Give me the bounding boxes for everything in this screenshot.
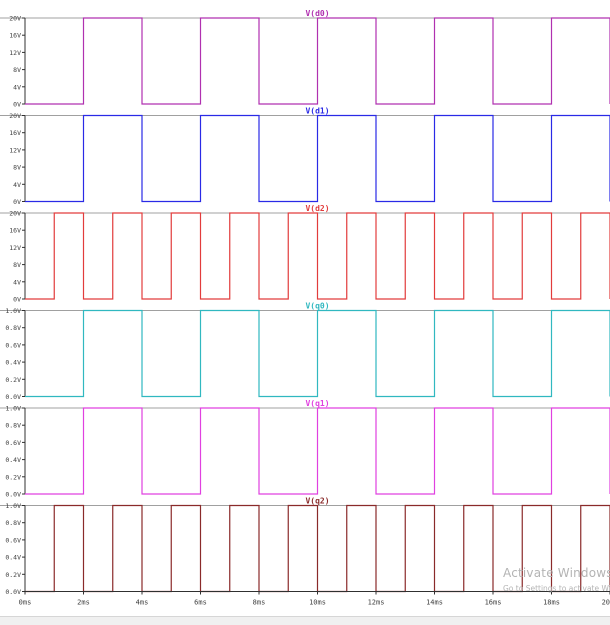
y-tick-label-vq1: 0.8V xyxy=(5,422,21,430)
waveform-vq0 xyxy=(25,309,610,398)
x-tick-label: 4ms xyxy=(136,599,149,607)
y-tick-label-vq2: 0.2V xyxy=(5,571,21,579)
x-tick-label: 0ms xyxy=(19,599,32,607)
x-tick-label: 14ms xyxy=(426,599,443,607)
y-tick-label-vq2: 0.8V xyxy=(5,519,21,527)
y-tick-label-vq2: 1.0V xyxy=(5,502,21,510)
x-tick-label: 8ms xyxy=(253,599,266,607)
trace-label-vd0: V(d0) xyxy=(305,9,329,18)
y-tick-label-vd1: 20V xyxy=(9,112,21,120)
y-tick-label-vq0: 1.0V xyxy=(5,307,21,315)
y-tick-label-vd1: 8V xyxy=(13,164,21,172)
y-tick-label-vq2: 0.4V xyxy=(5,554,21,562)
y-tick-label-vq1: 1.0V xyxy=(5,405,21,413)
x-tick-label: 12ms xyxy=(368,599,385,607)
waveform-vd1 xyxy=(25,114,610,203)
waveform-vd2 xyxy=(25,212,610,300)
x-tick-label: 6ms xyxy=(194,599,207,607)
y-tick-label-vq0: 0.2V xyxy=(5,376,21,384)
y-tick-label-vd2: 20V xyxy=(9,210,21,218)
waveform-vq2 xyxy=(25,504,610,593)
y-tick-label-vq0: 0.4V xyxy=(5,359,21,367)
y-tick-label-vq0: 0.6V xyxy=(5,341,21,349)
trace-label-vq2: V(q2) xyxy=(305,497,329,506)
y-tick-label-vd0: 20V xyxy=(9,15,21,23)
y-tick-label-vd2: 8V xyxy=(13,261,21,269)
y-tick-label-vd2: 4V xyxy=(13,278,21,286)
y-tick-label-vd0: 0V xyxy=(13,101,21,109)
y-tick-label-vd2: 16V xyxy=(9,227,21,235)
x-tick-label: 10ms xyxy=(309,599,326,607)
y-tick-label-vd2: 12V xyxy=(9,244,21,252)
y-tick-label-vd0: 8V xyxy=(13,66,21,74)
y-tick-label-vq0: 0.8V xyxy=(5,324,21,332)
status-bar xyxy=(0,616,610,625)
y-tick-label-vd1: 12V xyxy=(9,146,21,154)
trace-label-vd1: V(d1) xyxy=(305,107,329,116)
y-tick-label-vd1: 16V xyxy=(9,129,21,137)
y-tick-label-vd1: 0V xyxy=(13,198,21,206)
x-tick-label: 2ms xyxy=(77,599,90,607)
y-tick-label-vq1: 0.2V xyxy=(5,473,21,481)
y-tick-label-vd0: 16V xyxy=(9,32,21,40)
trace-label-vq1: V(q1) xyxy=(305,399,329,408)
x-tick-label: 20ms xyxy=(602,599,610,607)
x-tick-label: 18ms xyxy=(543,599,560,607)
y-tick-label-vd0: 12V xyxy=(9,49,21,57)
y-tick-label-vq2: 0.0V xyxy=(5,588,21,596)
trace-label-vd2: V(d2) xyxy=(305,204,329,213)
y-tick-label-vd0: 4V xyxy=(13,83,21,91)
y-tick-label-vd2: 0V xyxy=(13,296,21,304)
y-tick-label-vq1: 0.6V xyxy=(5,439,21,447)
waveform-vq1 xyxy=(25,407,610,495)
waveform-vd0 xyxy=(25,17,610,105)
y-tick-label-vd1: 4V xyxy=(13,181,21,189)
y-tick-label-vq2: 0.6V xyxy=(5,536,21,544)
x-tick-label: 16ms xyxy=(485,599,502,607)
y-tick-label-vq1: 0.0V xyxy=(5,491,21,499)
y-tick-label-vq1: 0.4V xyxy=(5,456,21,464)
y-tick-label-vq0: 0.0V xyxy=(5,393,21,401)
trace-label-vq0: V(q0) xyxy=(305,302,329,311)
